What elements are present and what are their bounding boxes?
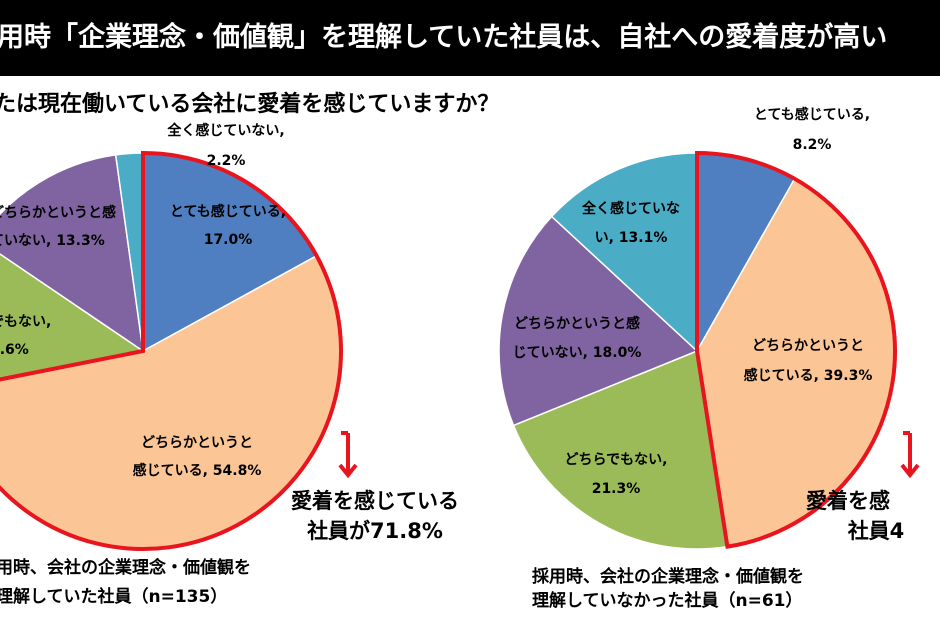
attachment-summary: 愛着を感じている社員が71.8%: [291, 489, 459, 543]
pie-slice-not_at_all: [550, 152, 698, 353]
slice-label-very: とても感じている, 8.2%: [754, 106, 870, 153]
group-label: 採用時、会社の企業理念・価値観を理解していなかった社員（n=61）: [532, 566, 804, 611]
slice-label-not_at_all: 全く感じていない, 13.1%: [581, 200, 680, 246]
pie-chart-2: とても感じている, 8.2% どちらかというと感じている, 39.3% どちらでもない…: [498, 106, 920, 611]
group-label: 用時、会社の企業理念・価値観を理解していた社員（n=135）: [0, 557, 251, 607]
title-banner: 用時「企業理念・価値観」を理解していた社員は、自社への愛着度が高い: [0, 0, 940, 76]
attachment-summary: 愛着を感社員4: [806, 489, 904, 543]
highlight-arrow-icon: [338, 431, 358, 479]
slice-label-somewhat_not: どちらかというと感ていない, 13.3%: [0, 204, 116, 249]
slice-label-somewhat: どちらかというと感じている, 54.8%: [133, 435, 262, 479]
slice-label-very: とても感じている, 17.0%: [170, 203, 286, 248]
pie-slice-somewhat_not: [498, 215, 699, 427]
slice-label-not_at_all: 全く感じていない, 2.2%: [166, 122, 284, 169]
highlight-outline: [0, 150, 343, 551]
highlight-outline: [695, 150, 897, 549]
survey-question: たは現在働いている会社に愛着を感じていますか？: [0, 92, 500, 117]
slice-label-neither: でもない,2.6%: [0, 314, 51, 358]
pie-slice-neither: [512, 349, 729, 550]
slice-label-somewhat: どちらかというと感じている, 39.3%: [744, 338, 873, 384]
pie-slice-neither: [0, 253, 145, 381]
slice-label-somewhat_not: どちらかというと感じていない, 18.0%: [513, 315, 642, 361]
slice-label-neither: どちらでもない, 21.3%: [565, 452, 668, 497]
pie-chart-1: とても感じている,17.0% どちらかというと感じている, 54.8% でもない,2…: [0, 122, 459, 607]
banner-title: 用時「企業理念・価値観」を理解していた社員は、自社への愛着度が高い: [0, 22, 888, 53]
pie-slice-somewhat_not: [0, 154, 144, 353]
highlight-arrow-icon: [900, 431, 920, 479]
